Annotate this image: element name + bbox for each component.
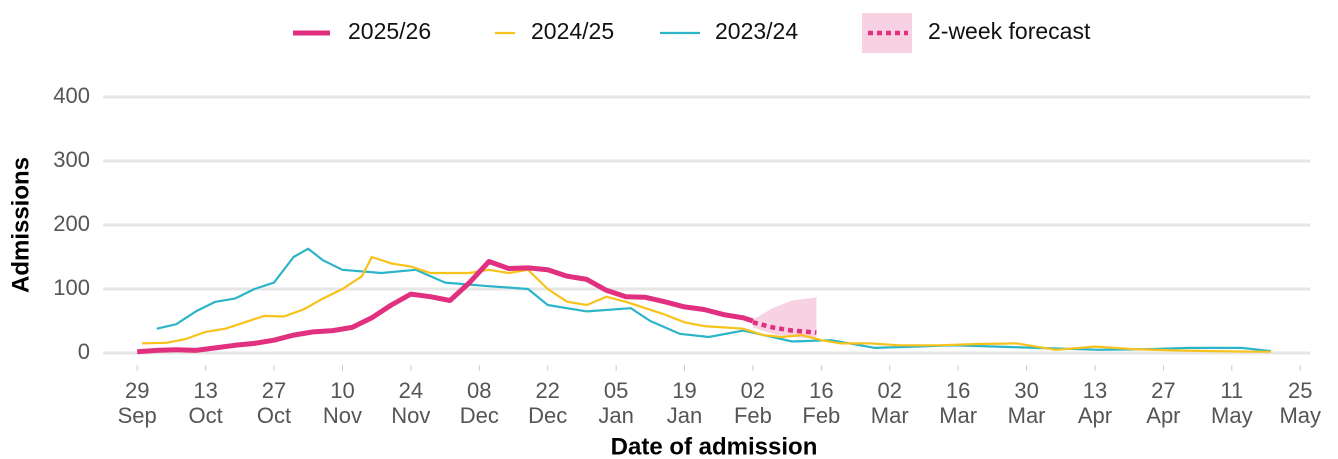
y-tick-label: 0: [78, 339, 90, 364]
y-tick-label: 100: [53, 275, 90, 300]
x-tick-label: 24 Nov: [391, 378, 430, 428]
x-tick-label: 11 May: [1211, 378, 1253, 428]
y-tick-label: 300: [53, 147, 90, 172]
series-line: [156, 247, 1272, 353]
x-tick-label: 02 Mar: [871, 378, 909, 428]
x-tick-label: 05 Jan: [598, 378, 633, 428]
series-line: [142, 255, 1271, 353]
y-tick-label: 200: [53, 211, 90, 236]
x-tick-label: 13 Apr: [1078, 378, 1112, 428]
legend-label: 2023/24: [715, 18, 798, 44]
x-tick-label: 27 Oct: [257, 378, 291, 428]
forecast-line: [752, 320, 817, 335]
x-tick-label: 22 Dec: [528, 378, 567, 428]
legend-label: 2024/25: [531, 18, 614, 44]
x-tick-label: 13 Oct: [189, 378, 223, 428]
x-tick-label: 02 Feb: [734, 378, 772, 428]
x-axis-title: Date of admission: [611, 433, 818, 459]
x-tick-label: 16 Mar: [939, 378, 977, 428]
x-tick-label: 27 Apr: [1146, 378, 1180, 428]
series-line: [137, 259, 754, 355]
y-axis-title: Admissions: [7, 157, 34, 293]
legend-label: 2025/26: [348, 18, 431, 44]
x-tick-label: 10 Nov: [323, 378, 362, 428]
x-tick-label: 30 Mar: [1008, 378, 1046, 428]
x-tick-label: 08 Dec: [460, 378, 499, 428]
x-tick-label: 16 Feb: [802, 378, 840, 428]
x-tick-label: 29 Sep: [118, 378, 157, 428]
legend-label: 2-week forecast: [928, 18, 1091, 44]
x-tick-label: 19 Jan: [667, 378, 702, 428]
forecast-band: [752, 297, 817, 339]
x-tick-label: 25 May: [1279, 378, 1321, 428]
y-tick-label: 400: [53, 83, 90, 108]
